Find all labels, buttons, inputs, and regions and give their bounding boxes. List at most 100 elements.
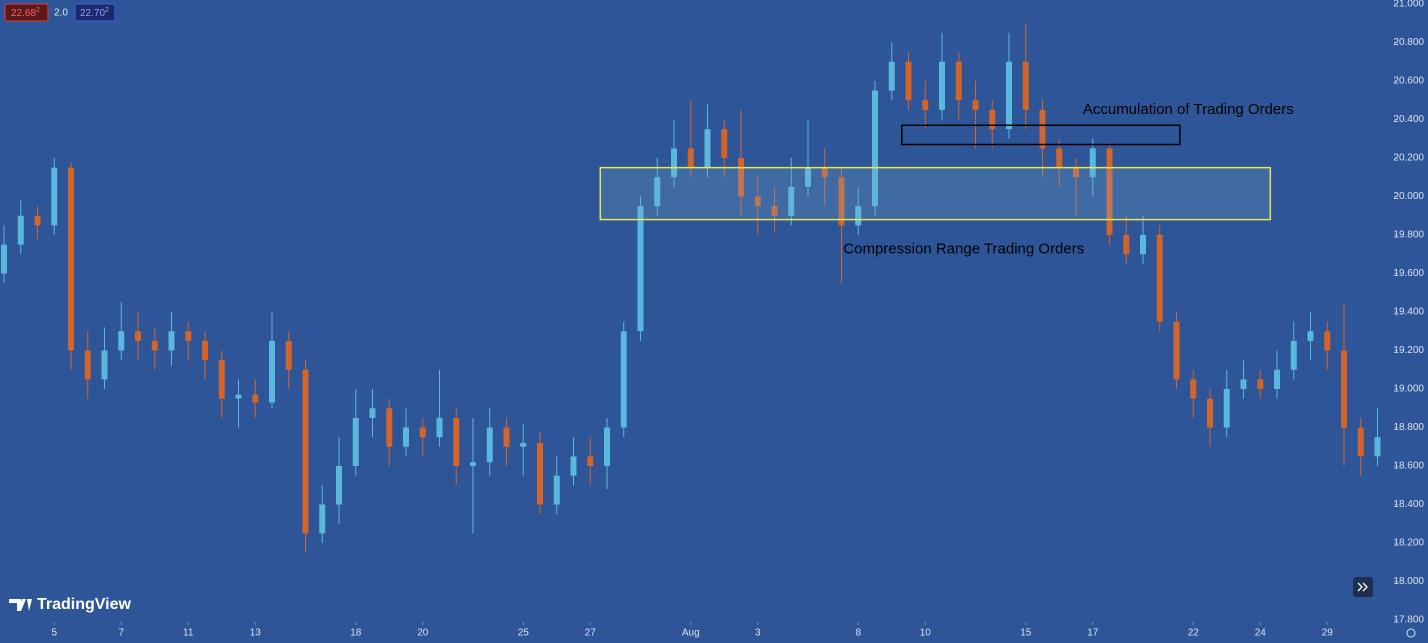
- candle-body: [419, 427, 426, 438]
- candle-body: [821, 167, 828, 178]
- x-tick-label: 8: [855, 628, 861, 639]
- candle-body: [771, 206, 778, 216]
- candle-body: [671, 148, 677, 178]
- candle-body: [537, 442, 543, 505]
- x-tick-label: Aug: [682, 628, 700, 639]
- candle-body: [1106, 148, 1113, 235]
- y-tick-label: 18.000: [1393, 576, 1424, 587]
- candle-body: [1374, 437, 1381, 457]
- candle-body: [34, 215, 41, 226]
- candle-body: [1173, 321, 1180, 380]
- candle-body: [1341, 350, 1347, 428]
- candle-body: [202, 340, 208, 361]
- candle-body: [1140, 235, 1146, 255]
- candle-body: [570, 456, 577, 476]
- x-tick-label: 17: [1087, 628, 1099, 639]
- settings-icon[interactable]: [1406, 628, 1416, 638]
- x-tick-label: 3: [755, 628, 761, 639]
- candle-body: [135, 331, 141, 341]
- candle-body: [620, 331, 627, 428]
- candle-body: [654, 177, 661, 207]
- logo-icon: [9, 599, 32, 611]
- candle-body: [51, 167, 58, 226]
- candle-body: [1240, 379, 1247, 389]
- candle-body: [369, 408, 376, 418]
- candle-body: [470, 462, 476, 466]
- bid-box: [4, 3, 49, 22]
- logo-text: TradingView: [37, 596, 132, 613]
- candle-body: [838, 177, 845, 226]
- candle-body: [1274, 369, 1280, 389]
- candle-body: [855, 206, 862, 226]
- spread: 2.0: [54, 8, 68, 19]
- y-tick-label: 20.000: [1393, 191, 1424, 202]
- candle-body: [1156, 235, 1163, 322]
- candle-body: [754, 196, 761, 207]
- scroll-button[interactable]: [1353, 577, 1373, 597]
- candle-body: [972, 100, 979, 110]
- candle-body: [336, 466, 342, 505]
- candle-body: [486, 427, 493, 463]
- y-tick-label: 18.400: [1393, 499, 1424, 510]
- candle-body: [386, 408, 393, 447]
- candle-body: [738, 158, 744, 197]
- candle-body: [955, 61, 962, 101]
- x-tick-label: 7: [118, 628, 124, 639]
- y-tick-label: 18.200: [1393, 538, 1424, 549]
- candle-body: [1290, 340, 1297, 370]
- y-tick-label: 19.600: [1393, 268, 1424, 279]
- candle-body: [17, 215, 24, 245]
- y-tick-label: 19.200: [1393, 345, 1424, 356]
- candle-body: [805, 167, 811, 187]
- candle-body: [235, 394, 242, 399]
- zone-box: [901, 124, 1181, 146]
- ask: 22.702: [80, 7, 109, 19]
- ask-sup: 2: [105, 7, 109, 14]
- bid: 22.682: [11, 7, 40, 19]
- y-tick-label: 19.400: [1393, 307, 1424, 318]
- y-tick-label: 20.800: [1393, 37, 1424, 48]
- candle-body: [302, 369, 309, 534]
- candle-body: [68, 167, 74, 351]
- x-tick-label: 24: [1255, 628, 1267, 639]
- candle-body: [1006, 61, 1012, 130]
- x-tick-label: 29: [1322, 628, 1334, 639]
- candle-body: [319, 504, 326, 534]
- ask-box: [74, 3, 116, 22]
- y-tick-label: 20.600: [1393, 76, 1424, 87]
- bid-sup: 2: [36, 7, 40, 14]
- candle-body: [218, 360, 225, 399]
- candle-body: [922, 100, 929, 110]
- candle-body: [352, 417, 359, 466]
- x-tick-label: 18: [350, 628, 362, 639]
- candle-body: [1, 244, 7, 274]
- candle-body: [252, 394, 259, 403]
- candle-body: [84, 350, 91, 380]
- candle-body: [1357, 427, 1364, 457]
- candle-body: [1307, 331, 1314, 341]
- candle-body: [604, 427, 610, 466]
- candle-body: [704, 129, 711, 168]
- candle-body: [1324, 331, 1331, 351]
- candle-body: [989, 109, 996, 130]
- candle-body: [905, 61, 912, 101]
- candle-body: [520, 442, 527, 447]
- candle-body: [888, 61, 895, 91]
- candle-body: [939, 61, 945, 110]
- candle-body: [637, 206, 644, 332]
- candle-body: [1223, 389, 1230, 428]
- candle-body: [1089, 148, 1096, 178]
- y-tick-label: 18.800: [1393, 422, 1424, 433]
- candle-body: [1039, 109, 1046, 149]
- candle-body: [403, 427, 409, 447]
- candle-body: [285, 340, 292, 370]
- candle-body: [185, 331, 192, 341]
- scroll-icon: [1357, 582, 1368, 592]
- candle-body: [872, 90, 878, 207]
- candle-body: [168, 331, 175, 351]
- candle-body: [721, 129, 728, 158]
- candle-body: [587, 456, 594, 466]
